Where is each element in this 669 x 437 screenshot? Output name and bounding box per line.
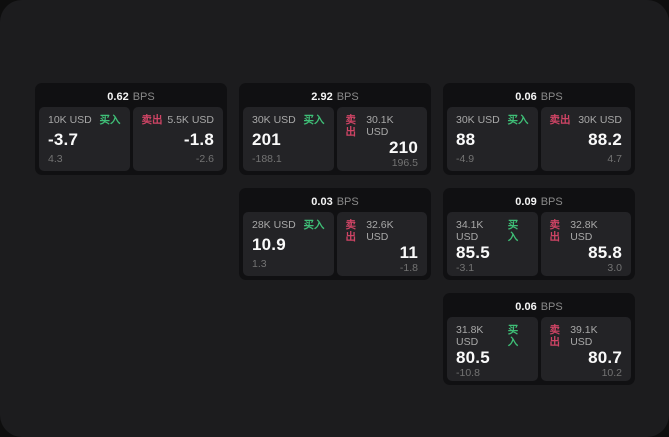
sell-sub-value: 3.0: [607, 262, 622, 274]
quote-cards-grid: 0.62 BPS 10K USD 买入 -3.7 4.3 卖出 5.5K USD: [35, 83, 635, 385]
buy-side-label: 买入: [303, 219, 325, 231]
sell-panel[interactable]: 卖出 32.6K USD 11 -1.8: [336, 212, 427, 276]
buy-side-label: 买入: [99, 114, 121, 126]
sell-price: -1.8: [183, 130, 214, 149]
quote-card: 0.06 BPS 30K USD 买入 88 -4.9 卖出 30K USD: [443, 83, 635, 175]
buy-side-label: 买入: [507, 324, 519, 348]
bps-header: 2.92 BPS: [243, 88, 427, 105]
bps-header: 0.06 BPS: [447, 298, 631, 315]
buy-size: 34.1K USD: [456, 219, 484, 243]
sell-sub-value: -1.8: [399, 262, 418, 274]
buy-price: -3.7: [48, 130, 79, 149]
sell-side-label: 卖出: [549, 219, 561, 243]
sell-size: 30.1K USD: [366, 114, 394, 138]
buy-sub-value: -188.1: [252, 153, 282, 165]
sell-price: 80.7: [588, 348, 622, 367]
sell-panel[interactable]: 卖出 5.5K USD -1.8 -2.6: [132, 107, 223, 171]
quote-card: 0.62 BPS 10K USD 买入 -3.7 4.3 卖出 5.5K USD: [35, 83, 227, 175]
sell-price: 210: [389, 138, 418, 157]
buy-side-label: 买入: [507, 219, 519, 243]
sell-side-label: 卖出: [345, 114, 357, 138]
buy-price: 201: [252, 130, 281, 149]
buy-panel[interactable]: 30K USD 买入 88 -4.9: [447, 107, 538, 171]
quote-card: 0.03 BPS 28K USD 买入 10.9 1.3 卖出 32.6K US…: [239, 188, 431, 280]
bps-value: 0.06: [515, 90, 537, 103]
sell-price: 11: [399, 243, 418, 262]
buy-size: 30K USD: [252, 114, 296, 126]
sell-size: 32.6K USD: [366, 219, 394, 243]
sell-sub-value: 10.2: [601, 367, 622, 379]
bps-header: 0.06 BPS: [447, 88, 631, 105]
sell-price: 88.2: [588, 130, 622, 149]
quote-card: 0.09 BPS 34.1K USD 买入 85.5 -3.1 卖出 32.8K…: [443, 188, 635, 280]
sell-panel[interactable]: 卖出 30.1K USD 210 196.5: [336, 107, 427, 171]
sell-size: 30K USD: [578, 114, 622, 126]
bps-unit: BPS: [540, 300, 563, 313]
sell-sub-value: 4.7: [607, 153, 622, 165]
bps-value: 0.62: [107, 90, 129, 103]
quote-card: 2.92 BPS 30K USD 买入 201 -188.1 卖出 30.1K …: [239, 83, 431, 175]
sell-panel[interactable]: 卖出 32.8K USD 85.8 3.0: [540, 212, 631, 276]
bps-unit: BPS: [336, 195, 359, 208]
sell-size: 32.8K USD: [570, 219, 598, 243]
buy-size: 10K USD: [48, 114, 92, 126]
buy-sub-value: 1.3: [252, 258, 267, 270]
sell-sub-value: 196.5: [391, 157, 418, 169]
bps-unit: BPS: [540, 90, 563, 103]
buy-sub-value: 4.3: [48, 153, 63, 165]
buy-price: 10.9: [252, 235, 286, 254]
sell-side-label: 卖出: [141, 114, 163, 126]
buy-sub-value: -3.1: [456, 262, 475, 274]
bps-header: 0.62 BPS: [39, 88, 223, 105]
buy-sub-value: -10.8: [456, 367, 480, 379]
buy-size: 30K USD: [456, 114, 500, 126]
buy-panel[interactable]: 28K USD 买入 10.9 1.3: [243, 212, 334, 276]
buy-sub-value: -4.9: [456, 153, 475, 165]
sell-size: 39.1K USD: [570, 324, 598, 348]
buy-panel[interactable]: 31.8K USD 买入 80.5 -10.8: [447, 317, 538, 381]
buy-price: 85.5: [456, 243, 490, 262]
sell-size: 5.5K USD: [167, 114, 214, 126]
bps-value: 0.03: [311, 195, 333, 208]
bps-unit: BPS: [540, 195, 563, 208]
sell-side-label: 卖出: [345, 219, 357, 243]
buy-panel[interactable]: 34.1K USD 买入 85.5 -3.1: [447, 212, 538, 276]
sell-panel[interactable]: 卖出 30K USD 88.2 4.7: [540, 107, 631, 171]
buy-size: 31.8K USD: [456, 324, 484, 348]
sell-side-label: 卖出: [549, 324, 561, 348]
quote-card: 0.06 BPS 31.8K USD 买入 80.5 -10.8 卖出 39.1…: [443, 293, 635, 385]
buy-panel[interactable]: 10K USD 买入 -3.7 4.3: [39, 107, 130, 171]
sell-price: 85.8: [588, 243, 622, 262]
bps-header: 0.03 BPS: [243, 193, 427, 210]
buy-side-label: 买入: [507, 114, 529, 126]
sell-side-label: 卖出: [549, 114, 571, 126]
buy-price: 80.5: [456, 348, 490, 367]
sell-sub-value: -2.6: [195, 153, 214, 165]
bps-unit: BPS: [132, 90, 155, 103]
buy-price: 88: [456, 130, 476, 149]
buy-side-label: 买入: [303, 114, 325, 126]
bps-value: 0.09: [515, 195, 537, 208]
bps-header: 0.09 BPS: [447, 193, 631, 210]
buy-size: 28K USD: [252, 219, 296, 231]
bps-unit: BPS: [336, 90, 359, 103]
bps-value: 2.92: [311, 90, 333, 103]
sell-panel[interactable]: 卖出 39.1K USD 80.7 10.2: [540, 317, 631, 381]
bps-value: 0.06: [515, 300, 537, 313]
buy-panel[interactable]: 30K USD 买入 201 -188.1: [243, 107, 334, 171]
